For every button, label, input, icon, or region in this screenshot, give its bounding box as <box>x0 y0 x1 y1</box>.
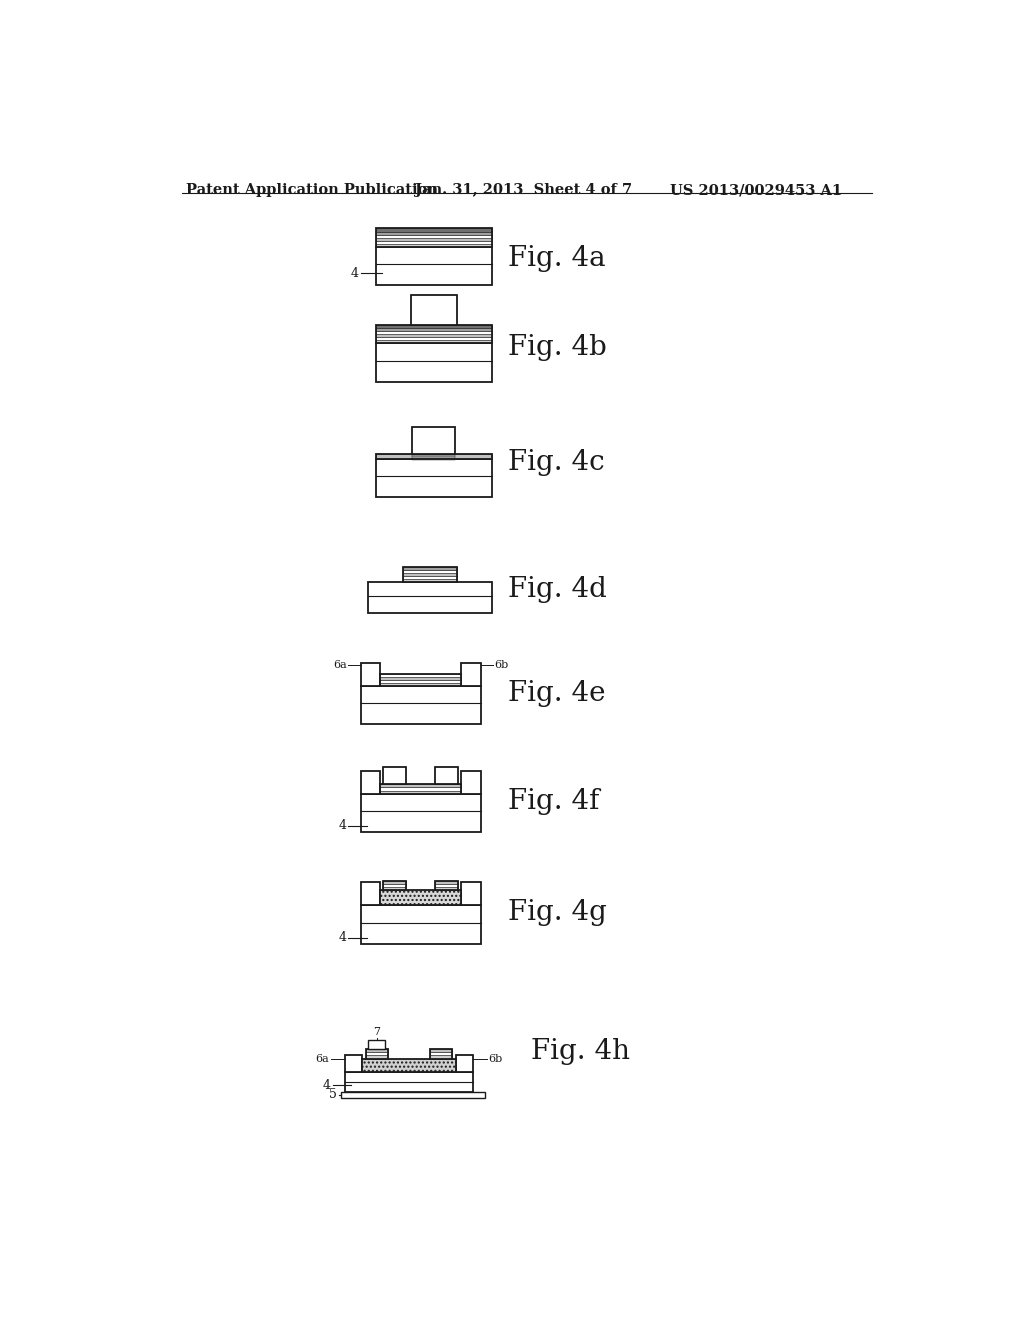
Bar <box>380 784 461 793</box>
Bar <box>376 240 493 244</box>
Bar <box>435 887 458 890</box>
Bar <box>341 1092 484 1098</box>
Bar <box>345 1072 473 1092</box>
Text: 6a: 6a <box>333 660 346 671</box>
Bar <box>376 325 493 327</box>
Bar <box>376 247 493 285</box>
Bar <box>383 887 407 890</box>
Bar <box>362 1059 456 1072</box>
Text: 7: 7 <box>374 1027 380 1038</box>
Bar <box>383 767 407 784</box>
Text: US 2013/0029453 A1: US 2013/0029453 A1 <box>671 183 843 197</box>
Bar <box>403 570 458 573</box>
Bar <box>380 788 461 791</box>
Bar <box>380 682 461 686</box>
Bar <box>456 1056 473 1072</box>
Bar <box>413 454 455 455</box>
Bar <box>376 337 493 341</box>
Bar <box>380 673 461 686</box>
Bar <box>413 428 455 454</box>
Text: 6b: 6b <box>495 660 509 671</box>
Bar <box>461 771 480 793</box>
Bar <box>461 882 480 906</box>
Text: Patent Application Publication: Patent Application Publication <box>186 183 438 197</box>
Bar <box>380 784 461 788</box>
Bar <box>376 454 493 459</box>
Bar <box>376 228 493 231</box>
Text: 4: 4 <box>323 1078 331 1092</box>
Bar <box>360 882 380 906</box>
Bar <box>435 884 458 887</box>
Text: 5: 5 <box>330 1088 337 1101</box>
Text: Fig. 4f: Fig. 4f <box>508 788 599 814</box>
Bar <box>403 566 458 570</box>
Bar <box>376 228 493 247</box>
Bar <box>376 327 493 331</box>
Bar <box>403 578 458 582</box>
Bar <box>376 231 493 235</box>
Bar <box>380 680 461 682</box>
Bar <box>376 454 493 459</box>
Bar <box>369 582 493 612</box>
Bar <box>383 884 407 887</box>
Bar <box>430 1056 452 1059</box>
Text: Fig. 4h: Fig. 4h <box>531 1038 630 1065</box>
Bar <box>376 341 493 343</box>
Bar <box>366 1049 388 1059</box>
Bar <box>366 1052 388 1056</box>
Text: Fig. 4b: Fig. 4b <box>508 334 606 360</box>
Bar <box>376 343 493 381</box>
Text: 6b: 6b <box>488 1055 503 1064</box>
Bar <box>413 459 455 461</box>
Bar <box>376 459 493 498</box>
Bar <box>435 880 458 890</box>
Bar <box>413 457 455 459</box>
Bar <box>435 880 458 884</box>
Bar <box>380 791 461 793</box>
Bar <box>411 296 458 325</box>
Bar <box>360 771 380 793</box>
Bar <box>380 890 461 906</box>
Bar <box>380 673 461 677</box>
Text: Fig. 4d: Fig. 4d <box>508 576 606 603</box>
Text: 4: 4 <box>351 267 359 280</box>
Bar <box>376 244 493 247</box>
Bar <box>461 663 480 686</box>
Bar <box>360 686 480 725</box>
Text: Fig. 4a: Fig. 4a <box>508 246 605 272</box>
Text: Jan. 31, 2013  Sheet 4 of 7: Jan. 31, 2013 Sheet 4 of 7 <box>415 183 632 197</box>
Bar <box>376 334 493 337</box>
Text: 6a: 6a <box>315 1055 330 1064</box>
Bar <box>435 767 458 784</box>
Bar <box>376 325 493 343</box>
Bar <box>403 573 458 576</box>
Bar <box>380 677 461 680</box>
Text: Fig. 4e: Fig. 4e <box>508 680 605 708</box>
Bar <box>360 906 480 944</box>
Bar <box>360 663 380 686</box>
Bar <box>345 1056 362 1072</box>
Text: 4: 4 <box>339 931 346 944</box>
Bar <box>430 1049 452 1052</box>
Bar <box>369 1040 385 1049</box>
Bar <box>376 331 493 334</box>
Bar <box>376 235 493 238</box>
Bar <box>383 880 407 884</box>
Bar <box>366 1049 388 1052</box>
Bar <box>403 566 458 582</box>
Bar <box>383 880 407 890</box>
Text: Fig. 4g: Fig. 4g <box>508 899 606 927</box>
Bar <box>403 576 458 579</box>
Bar <box>430 1052 452 1056</box>
Text: 4: 4 <box>339 820 346 833</box>
Bar <box>366 1056 388 1059</box>
Text: Fig. 4c: Fig. 4c <box>508 449 604 477</box>
Bar <box>430 1049 452 1059</box>
Bar <box>413 455 455 457</box>
Bar <box>360 793 480 832</box>
Bar <box>376 238 493 240</box>
